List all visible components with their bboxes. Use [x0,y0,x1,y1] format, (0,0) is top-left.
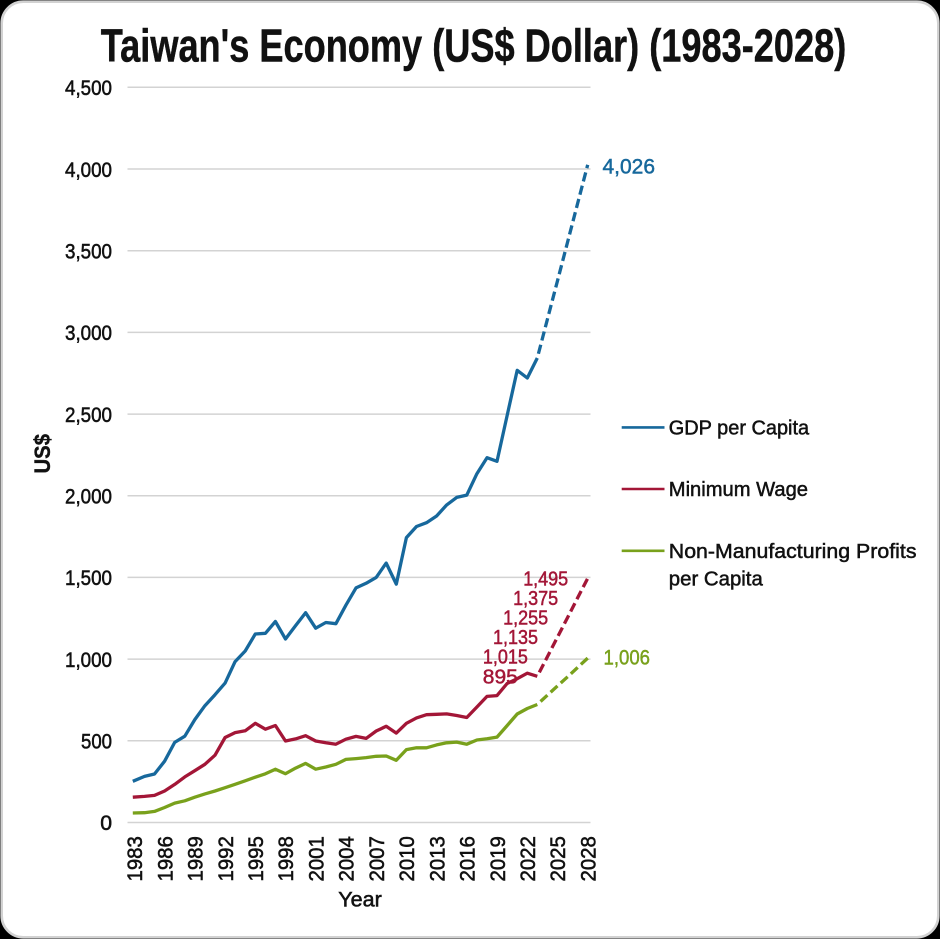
svg-text:3,500: 3,500 [65,240,112,263]
svg-text:2019: 2019 [487,836,510,881]
svg-text:895: 895 [483,666,518,688]
svg-text:500: 500 [81,731,112,754]
svg-text:2,000: 2,000 [65,486,112,509]
svg-text:Minimum Wage: Minimum Wage [669,478,808,501]
svg-text:1998: 1998 [275,836,298,881]
svg-text:per Capita: per Capita [669,567,764,590]
svg-text:GDP per Capita: GDP per Capita [669,417,810,440]
svg-text:Non-Manufacturing Profits: Non-Manufacturing Profits [669,540,917,563]
svg-text:1,006: 1,006 [604,646,651,670]
svg-text:1,015: 1,015 [483,647,528,669]
svg-text:1995: 1995 [245,836,268,881]
svg-text:1,000: 1,000 [65,649,112,672]
svg-text:1,135: 1,135 [493,627,538,649]
svg-text:1983: 1983 [124,836,147,881]
svg-text:2,500: 2,500 [65,404,112,427]
svg-text:1,500: 1,500 [65,567,112,590]
svg-text:1,495: 1,495 [523,568,568,590]
svg-text:4,000: 4,000 [65,159,112,182]
svg-text:US$: US$ [30,434,55,474]
svg-text:2022: 2022 [517,836,540,881]
svg-text:1992: 1992 [215,836,238,881]
svg-text:Year: Year [338,889,382,912]
svg-text:Taiwan's Economy (US$ Dollar): Taiwan's Economy (US$ Dollar) (1983-2028… [101,20,847,72]
svg-text:1986: 1986 [154,836,177,881]
svg-text:2007: 2007 [366,836,389,881]
svg-text:2016: 2016 [457,836,480,881]
svg-text:2013: 2013 [426,836,449,881]
svg-text:4,026: 4,026 [603,154,656,178]
svg-text:2025: 2025 [547,836,570,881]
svg-text:2010: 2010 [396,836,419,881]
svg-text:2001: 2001 [306,836,329,881]
svg-text:2004: 2004 [336,836,359,882]
svg-text:0: 0 [100,812,112,835]
svg-text:3,000: 3,000 [65,322,112,345]
svg-text:1,375: 1,375 [513,588,558,610]
svg-text:1989: 1989 [185,836,208,881]
svg-text:1,255: 1,255 [503,608,548,630]
svg-text:4,500: 4,500 [65,77,112,100]
svg-text:2028: 2028 [577,836,600,881]
